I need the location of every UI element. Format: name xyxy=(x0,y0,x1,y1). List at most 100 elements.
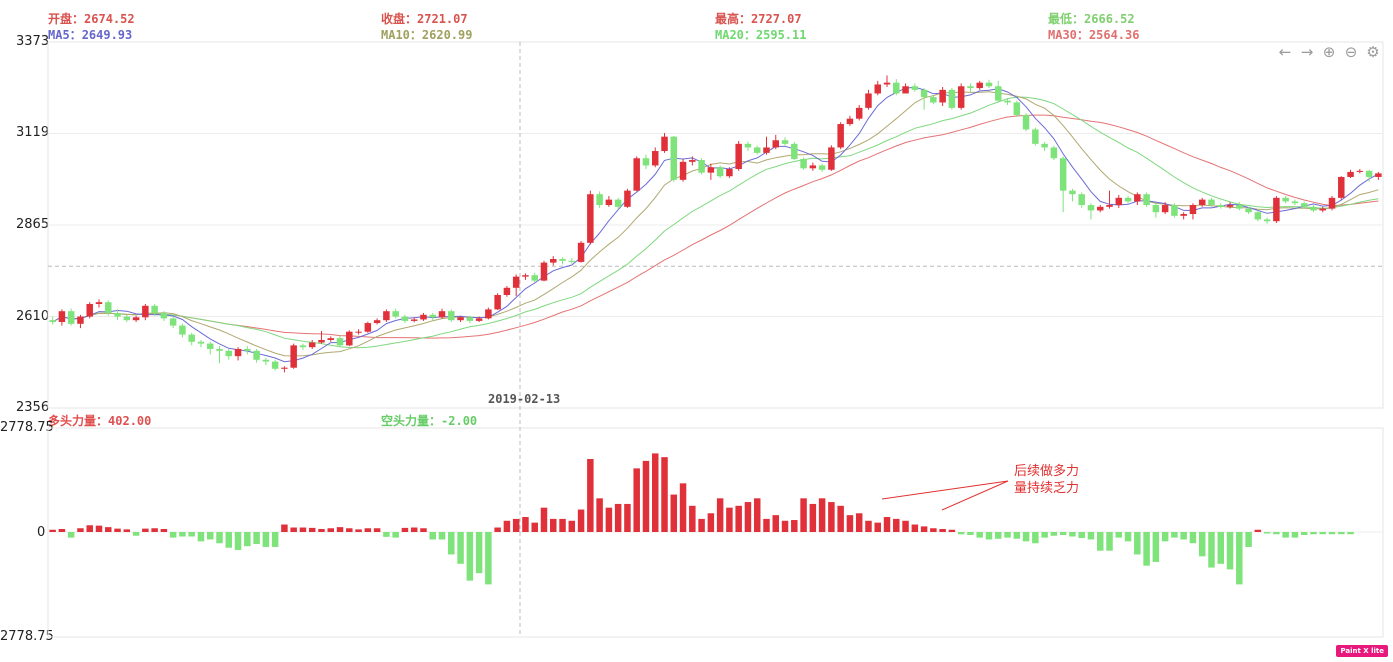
volume-bar xyxy=(457,532,464,564)
volume-bar xyxy=(939,529,946,532)
volume-bar xyxy=(1180,532,1187,540)
volume-bar xyxy=(1096,532,1104,551)
candle-body xyxy=(114,312,121,317)
volume-bar xyxy=(1143,532,1150,566)
volume-bar xyxy=(781,520,789,532)
zoom-in-icon[interactable]: ⊕ xyxy=(1322,43,1336,61)
open-value: 2674.52 xyxy=(84,12,135,26)
vol-tick-label: 0 xyxy=(37,525,46,540)
candle-body xyxy=(707,167,715,173)
candle-body xyxy=(58,311,66,322)
ma5-label: MA5： xyxy=(48,28,82,42)
volume-bar xyxy=(169,532,177,538)
volume-bar xyxy=(587,459,594,532)
candle-body xyxy=(49,320,56,322)
volume-bar xyxy=(1245,532,1252,547)
close-value: 2721.07 xyxy=(417,12,468,26)
candle-body xyxy=(225,350,233,357)
candle-body xyxy=(1171,205,1178,216)
volume-bar xyxy=(206,532,214,540)
candle-body xyxy=(95,302,103,304)
volume-bar xyxy=(865,520,872,532)
annotation-line2: 量持续乏力 xyxy=(1014,481,1080,496)
volume-bar xyxy=(577,509,585,532)
volume-bar xyxy=(95,525,103,532)
volume-bar xyxy=(874,522,881,532)
volume-bar xyxy=(1032,532,1039,544)
ma10-info: MA10：2620.99 xyxy=(381,26,472,43)
volume-bar xyxy=(1291,532,1299,538)
volume-bar xyxy=(893,518,900,532)
open-info: 开盘：2674.52 xyxy=(48,10,135,27)
volume-bar xyxy=(1347,532,1354,535)
candle-body xyxy=(642,158,650,166)
vol-tick-label: 2778.75 xyxy=(0,420,54,435)
candle-body xyxy=(1078,194,1085,206)
zoom-out-icon[interactable]: ⊖ xyxy=(1344,43,1358,61)
candle-body xyxy=(828,147,835,170)
candle-body xyxy=(893,82,900,94)
ma10-label: MA10： xyxy=(381,28,422,42)
candle-body xyxy=(1032,129,1039,144)
candle-body xyxy=(197,341,205,344)
volume-bar xyxy=(1013,532,1021,539)
volume-bar xyxy=(234,532,242,550)
candle-body xyxy=(1328,197,1336,209)
candle-body xyxy=(327,338,335,340)
candle-body xyxy=(1365,170,1373,177)
candle-body xyxy=(1004,100,1011,103)
volume-bar xyxy=(1050,532,1058,536)
candle-body xyxy=(726,169,733,177)
volume-bar xyxy=(1078,532,1085,538)
volume-bar xyxy=(318,529,325,532)
back-arrow-icon[interactable]: ← xyxy=(1278,43,1292,61)
volume-bar xyxy=(559,518,566,532)
volume-bar xyxy=(568,520,576,532)
candle-body xyxy=(614,199,622,207)
y-tick-label: 2356 xyxy=(16,400,50,415)
settings-icon[interactable]: ⚙ xyxy=(1366,43,1380,61)
volume-bar xyxy=(1282,532,1289,538)
volume-bar xyxy=(1059,532,1067,535)
volume-bar xyxy=(364,528,372,532)
volume-bar xyxy=(494,527,501,532)
candle-body xyxy=(105,302,112,313)
candle-body xyxy=(429,314,436,318)
candle-body xyxy=(781,140,789,144)
ma30-line xyxy=(52,114,1379,339)
volume-bar xyxy=(466,532,474,581)
candle-body xyxy=(308,342,316,348)
candle-body xyxy=(791,143,798,159)
high-value: 2727.07 xyxy=(751,12,802,26)
candle-body xyxy=(262,359,270,362)
forward-arrow-icon[interactable]: → xyxy=(1300,43,1314,61)
low-info: 最低：2666.52 xyxy=(1048,10,1135,27)
volume-bar xyxy=(1310,532,1317,535)
candle-body xyxy=(846,118,854,125)
candle-body xyxy=(902,86,909,94)
volume-bar xyxy=(744,502,752,532)
volume-bar xyxy=(1319,532,1326,535)
volume-bar xyxy=(791,520,798,532)
volume-bar xyxy=(670,494,678,532)
bull-label: 多头力量： xyxy=(48,414,109,428)
candle-body xyxy=(1245,208,1252,213)
candle-body xyxy=(1263,219,1271,222)
volume-bar xyxy=(550,518,557,532)
volume-bar xyxy=(920,526,928,532)
volume-bar xyxy=(1041,532,1048,538)
ma30-value: 2564.36 xyxy=(1088,28,1140,42)
volume-bar xyxy=(1022,532,1030,542)
candle-body xyxy=(679,161,687,180)
volume-bar xyxy=(800,498,807,532)
volume-bar xyxy=(661,457,668,532)
volume-bar xyxy=(475,532,483,574)
ma30-info: MA30：2564.36 xyxy=(1048,26,1139,43)
candle-body xyxy=(188,334,195,342)
volume-bar xyxy=(1189,532,1197,544)
volume-bar xyxy=(420,528,427,532)
volume-bar xyxy=(522,517,529,532)
candle-body xyxy=(318,339,325,343)
candle-body xyxy=(985,82,993,87)
